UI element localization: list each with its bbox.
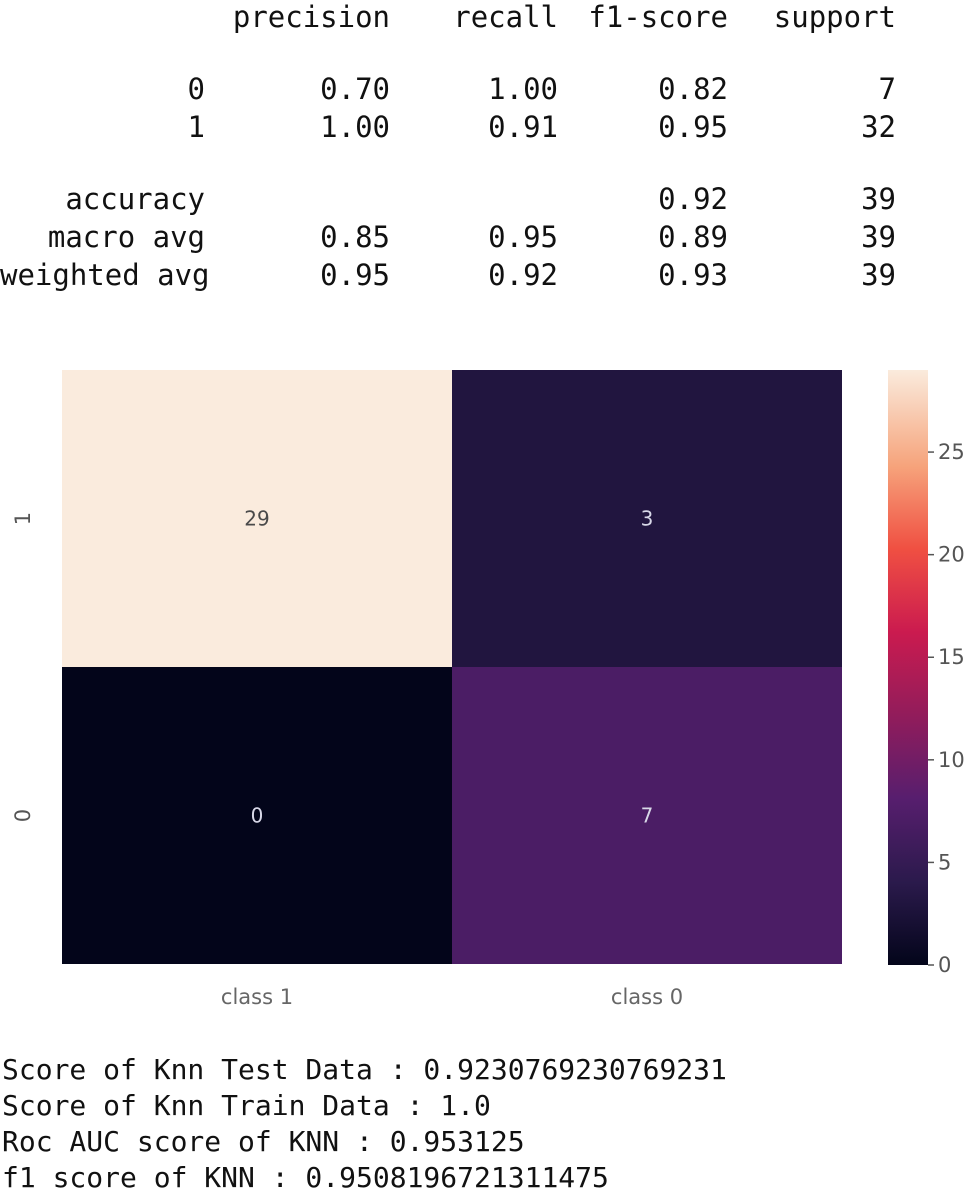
report-cell: 1.00 <box>320 110 390 144</box>
colorbar-tick-label: 10 <box>938 748 965 772</box>
heatmap-cell-value: 3 <box>641 507 654 531</box>
y-tick-label: 1 <box>11 512 35 525</box>
report-cell: 0.89 <box>658 220 728 254</box>
score-summary: Score of Knn Test Data : 0.9230769230769… <box>2 1052 727 1196</box>
heatmap-cell <box>452 370 842 667</box>
report-header-recall: recall <box>453 0 558 34</box>
knn-roc-auc-score: Roc AUC score of KNN : 0.953125 <box>2 1125 525 1158</box>
heatmap-cell <box>452 667 842 964</box>
report-cell: 0.85 <box>320 220 390 254</box>
colorbar-ticks: 0 5 10 15 20 25 <box>928 440 965 977</box>
y-tick-labels: 10 <box>11 512 35 822</box>
colorbar-tick-label: 25 <box>938 440 965 464</box>
heatmap-cell-value: 0 <box>251 804 264 828</box>
report-cell: 39 <box>861 182 896 216</box>
report-cell: 32 <box>861 110 896 144</box>
x-tick-label: class 1 <box>221 985 293 1009</box>
colorbar-tick-label: 5 <box>938 850 951 874</box>
colorbar-tick-label: 0 <box>938 953 951 977</box>
report-cell: 0.92 <box>658 182 728 216</box>
x-tick-labels: class 1 class 0 <box>221 985 683 1009</box>
report-cell: 0.91 <box>488 110 558 144</box>
knn-train-score: Score of Knn Train Data : 1.0 <box>2 1089 491 1122</box>
report-row-label: macro avg <box>47 220 205 254</box>
y-tick-label: 0 <box>11 809 35 822</box>
x-tick-label: class 0 <box>611 985 683 1009</box>
colorbar <box>888 370 928 965</box>
heatmap-cell <box>62 667 452 964</box>
report-row-label: 0 <box>187 72 205 106</box>
report-cell: 0.93 <box>658 258 728 292</box>
report-row-label: 1 <box>187 110 205 144</box>
knn-test-score: Score of Knn Test Data : 0.9230769230769… <box>2 1053 727 1086</box>
report-cell: 0.92 <box>488 258 558 292</box>
report-cell: 0.82 <box>658 72 728 106</box>
report-header-precision: precision <box>232 0 390 34</box>
report-row-label: weighted avg <box>0 258 210 292</box>
report-cell: 39 <box>861 220 896 254</box>
knn-f1-score: f1 score of KNN : 0.9508196721311475 <box>2 1161 609 1194</box>
report-cell: 7 <box>878 72 896 106</box>
report-cell: 0.95 <box>320 258 390 292</box>
heatmap-cell-value: 29 <box>244 507 269 531</box>
classification-report: precision recall f1-score support 0 0.70… <box>0 0 975 310</box>
report-cell: 1.00 <box>488 72 558 106</box>
colorbar-tick-label: 20 <box>938 543 965 567</box>
heatmap-cells <box>62 370 842 964</box>
report-cell: 0.95 <box>658 110 728 144</box>
colorbar-tick-label: 15 <box>938 645 965 669</box>
heatmap-cell-value: 7 <box>641 804 654 828</box>
report-cell: 0.95 <box>488 220 558 254</box>
report-header-f1: f1-score <box>588 0 728 34</box>
report-header-support: support <box>773 0 896 34</box>
report-row-label: accuracy <box>65 182 205 216</box>
heatmap-cell-labels: 29 3 0 7 <box>244 507 653 828</box>
heatmap-cell <box>62 370 452 667</box>
report-cell: 39 <box>861 258 896 292</box>
report-cell: 0.70 <box>320 72 390 106</box>
